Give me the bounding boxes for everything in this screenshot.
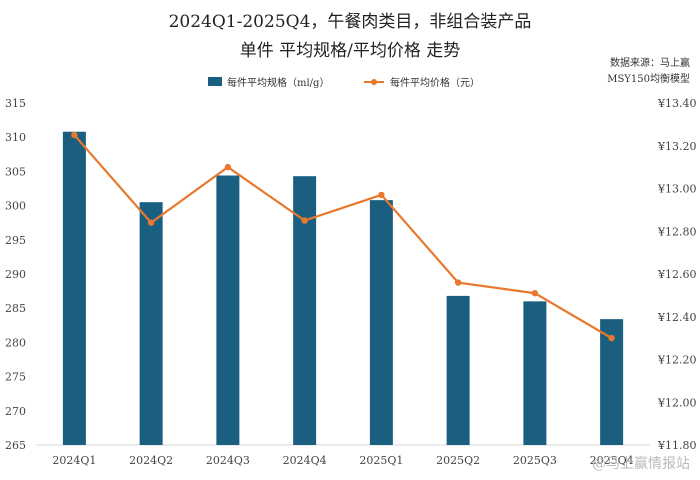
y-right-tick-label: ¥12.20 [657,354,697,367]
bar [369,200,393,445]
legend: 每件平均规格（ml/g） 每件平均价格（元） [208,76,480,89]
legend-bar-swatch [208,77,222,86]
y-left-tick-label: 280 [5,336,26,349]
bar [523,301,547,445]
y-left-tick-label: 290 [5,268,26,281]
y-left-tick-label: 285 [5,302,26,315]
x-tick-label: 2025Q3 [513,454,557,467]
bar [139,202,163,445]
line-point [147,219,155,226]
legend-line-label: 每件平均价格（元） [390,76,480,89]
line-point [378,191,385,199]
y-right-tick-label: ¥12.00 [657,396,697,409]
bars-group [62,131,624,446]
bar [62,131,86,445]
bar [600,319,624,445]
line-point [224,163,232,171]
y-left-tick-label: 310 [5,131,26,144]
y-left-tick-label: 305 [5,165,26,178]
y-right-tick-label: ¥13.20 [657,140,697,153]
line-point [71,131,78,139]
legend-line-marker [371,79,377,85]
line-point [301,217,308,224]
line-point [608,334,615,342]
y-left-tick-label: 300 [5,200,26,213]
model-label: MSY150均衡模型 [607,72,690,85]
y-right-tick-label: ¥12.60 [657,268,697,281]
y-left-tick-label: 275 [5,371,26,384]
axes-group: 265 270 275 280 285 290 295 300 305 310 315 ¥11.80 ¥… [5,97,697,467]
y-left-tick-label: 295 [5,234,26,247]
y-right-tick-label: ¥12.40 [657,311,697,324]
x-tick-label: 2024Q2 [129,454,173,467]
source-label: 数据来源：马上赢 [610,56,690,69]
line-group [71,131,615,342]
bar [216,175,240,445]
bar [293,176,317,446]
x-tick-label: 2025Q2 [436,454,480,467]
price-line [73,134,613,340]
watermark: @马上赢情报站 [592,455,690,472]
bar [446,295,470,445]
y-left-tick-label: 270 [5,405,26,418]
y-right-tick-label: ¥11.80 [657,439,697,452]
y-left-tick-label: 265 [5,439,26,452]
x-tick-label: 2025Q1 [359,454,403,467]
line-point [531,290,539,297]
chart-title: 2024Q1-2025Q4，午餐肉类目，非组合装产品 [169,12,532,32]
legend-bar-label: 每件平均规格（ml/g） [227,76,329,89]
x-tick-label: 2024Q3 [206,454,250,467]
x-tick-label: 2025Q4 [590,454,634,467]
x-tick-label: 2024Q4 [283,454,327,467]
x-tick-label: 2024Q1 [52,454,96,467]
y-right-tick-label: ¥13.00 [657,183,697,196]
y-left-tick-label: 315 [5,97,26,110]
chart-subtitle: 单件 平均规格/平均价格 走势 [240,41,461,61]
y-right-tick-label: ¥13.40 [657,97,697,110]
y-right-tick-label: ¥12.80 [657,225,697,238]
line-point [454,279,462,286]
